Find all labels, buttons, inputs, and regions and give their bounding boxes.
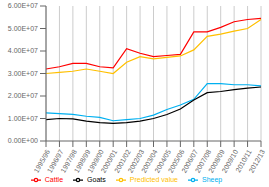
html-text:Cattle: Cattle <box>44 175 63 183</box>
svg-text:2003/04: 2003/04 <box>140 148 159 174</box>
svg-text:2.00E+07: 2.00E+07 <box>8 92 38 99</box>
svg-text:2012/13: 2012/13 <box>247 148 261 174</box>
svg-text:2010/11: 2010/11 <box>234 148 253 174</box>
svg-text:1.00E+07: 1.00E+07 <box>8 115 38 122</box>
html-text:Sheep: Sheep <box>202 175 223 183</box>
svg-text:2004/05: 2004/05 <box>153 148 173 174</box>
svg-text:2002/03: 2002/03 <box>126 148 146 174</box>
svg-text:2001/02: 2001/02 <box>113 148 132 174</box>
svg-text:1996/97: 1996/97 <box>45 148 65 174</box>
svg-text:1998/99: 1998/99 <box>72 148 92 174</box>
svg-text:2008/09: 2008/09 <box>207 148 226 174</box>
svg-text:4.00E+07: 4.00E+07 <box>8 47 38 54</box>
svg-text:1997/98: 1997/98 <box>59 148 78 174</box>
svg-text:5.00E+07: 5.00E+07 <box>8 25 38 32</box>
svg-text:1995/96: 1995/96 <box>32 148 52 174</box>
svg-text:2005/06: 2005/06 <box>166 148 186 174</box>
svg-text:2006/07: 2006/07 <box>180 148 199 174</box>
html-text:Goats: Goats <box>87 175 106 183</box>
svg-text:1999/00: 1999/00 <box>86 148 105 174</box>
svg-text:2000/01: 2000/01 <box>99 148 119 174</box>
svg-text:2007/08: 2007/08 <box>193 148 213 174</box>
svg-text:6.00E+07: 6.00E+07 <box>8 2 38 9</box>
svg-text:0.00E+00: 0.00E+00 <box>8 137 38 144</box>
html-text:Predicted value: Predicted value <box>129 175 178 183</box>
svg-text:3.00E+07: 3.00E+07 <box>8 70 38 77</box>
svg-text:2009/10: 2009/10 <box>220 148 240 174</box>
